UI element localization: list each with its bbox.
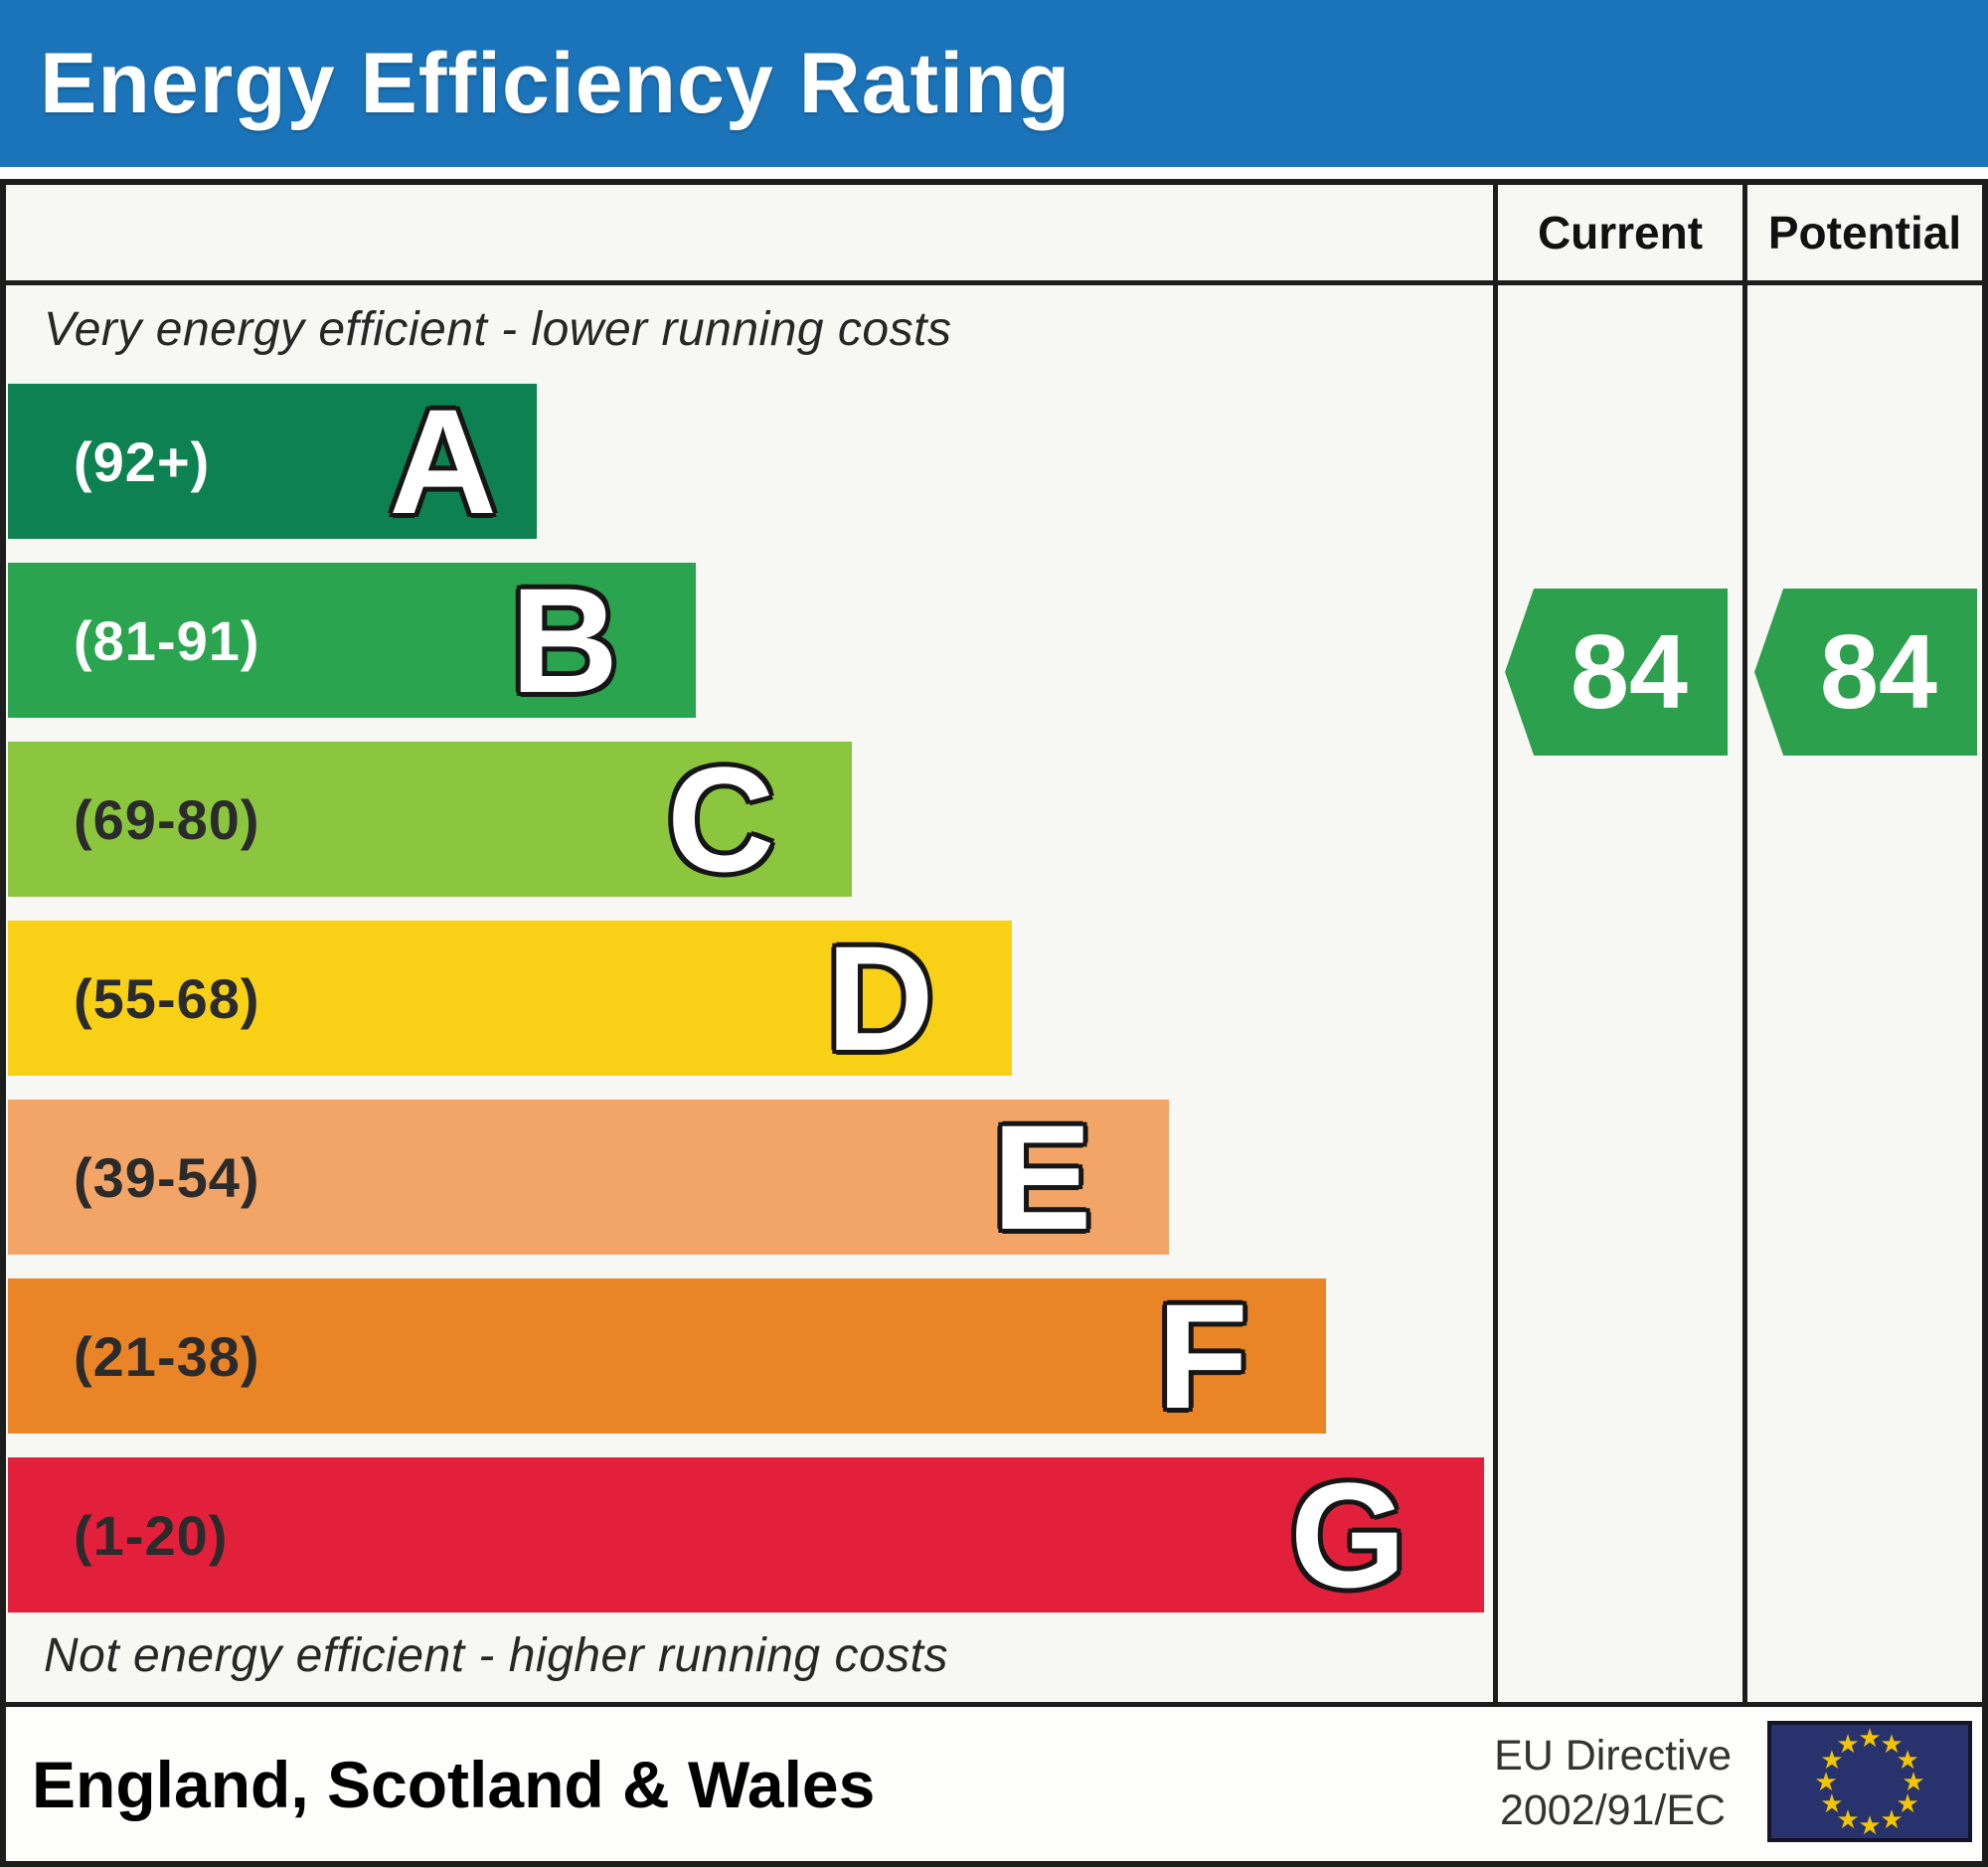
- band-letter: D: [826, 915, 934, 1082]
- eu-flag-star: ★: [1814, 1767, 1838, 1796]
- page-title: Energy Efficiency Rating: [40, 35, 1072, 131]
- band-range-label: (21-38): [74, 1324, 260, 1388]
- rating-bands: (92+) A (81-91) B (69-80) C (55-68) D (3…: [8, 384, 1497, 1636]
- eu-flag-star: ★: [1836, 1804, 1860, 1835]
- band-range-label: (1-20): [74, 1503, 229, 1567]
- column-header-current: Current: [1537, 207, 1704, 258]
- eu-directive-label: EU Directive 2002/91/EC: [1494, 1729, 1732, 1840]
- band-row-d: (55-68) D: [8, 921, 1012, 1076]
- eu-flag-star: ★: [1896, 1745, 1919, 1775]
- potential-rating-arrow: 84: [1754, 589, 1977, 756]
- band-row-f: (21-38) F: [8, 1278, 1326, 1434]
- eu-flag-star: ★: [1836, 1728, 1860, 1759]
- footer-region-label: England, Scotland & Wales: [32, 1747, 876, 1821]
- band-letter: A: [389, 378, 497, 545]
- eu-flag-star: ★: [1858, 1810, 1882, 1840]
- header-row-divider: [6, 280, 1982, 285]
- eu-flag-icon: ★ ★ ★ ★ ★ ★ ★ ★ ★ ★ ★ ★: [1767, 1721, 1972, 1842]
- band-range-label: (69-80): [74, 787, 260, 851]
- band-letter: E: [992, 1094, 1092, 1261]
- column-header-potential: Potential: [1767, 207, 1962, 258]
- eu-directive-line1: EU Directive: [1494, 1731, 1732, 1780]
- eu-flag-star: ★: [1858, 1723, 1882, 1753]
- caption-very-efficient: Very energy efficient - lower running co…: [44, 303, 952, 356]
- column-divider-potential: [1742, 185, 1747, 1707]
- eu-flag-star: ★: [1880, 1804, 1904, 1835]
- footer: England, Scotland & Wales EU Directive 2…: [6, 1707, 1982, 1861]
- band-row-c: (69-80) C: [8, 736, 853, 903]
- eu-flag-star: ★: [1896, 1788, 1919, 1818]
- band-letter: B: [510, 557, 619, 724]
- eu-flag-star: ★: [1820, 1788, 1844, 1818]
- caption-not-efficient: Not energy efficient - higher running co…: [44, 1629, 948, 1682]
- band-range-label: (55-68): [74, 966, 260, 1030]
- eu-flag-star: ★: [1902, 1767, 1925, 1796]
- potential-rating-value: 84: [1820, 612, 1937, 731]
- eu-flag-star: ★: [1880, 1728, 1904, 1759]
- eu-flag-star: ★: [1820, 1745, 1844, 1775]
- band-row-e: (39-54) E: [8, 1094, 1170, 1261]
- band-letter: F: [1157, 1273, 1248, 1440]
- column-divider-current: [1493, 185, 1498, 1707]
- title-bar: Energy Efficiency Rating: [0, 0, 1988, 167]
- band-row-g: (1-20) G: [8, 1457, 1484, 1612]
- band-letter: G: [1289, 1451, 1407, 1618]
- epc-rating-chart: Current Potential Very energy efficient …: [0, 179, 1988, 1867]
- footer-divider: [6, 1702, 1982, 1707]
- current-rating-value: 84: [1571, 612, 1688, 731]
- band-range-label: (81-91): [74, 608, 260, 672]
- band-row-a: (92+) A: [8, 384, 537, 539]
- band-letter: C: [667, 736, 775, 903]
- eu-directive-line2: 2002/91/EC: [1499, 1786, 1727, 1835]
- band-range-label: (92+): [74, 429, 211, 493]
- band-range-label: (39-54): [74, 1145, 260, 1209]
- current-rating-arrow: 84: [1505, 589, 1728, 756]
- band-row-b: (81-91) B: [8, 557, 697, 724]
